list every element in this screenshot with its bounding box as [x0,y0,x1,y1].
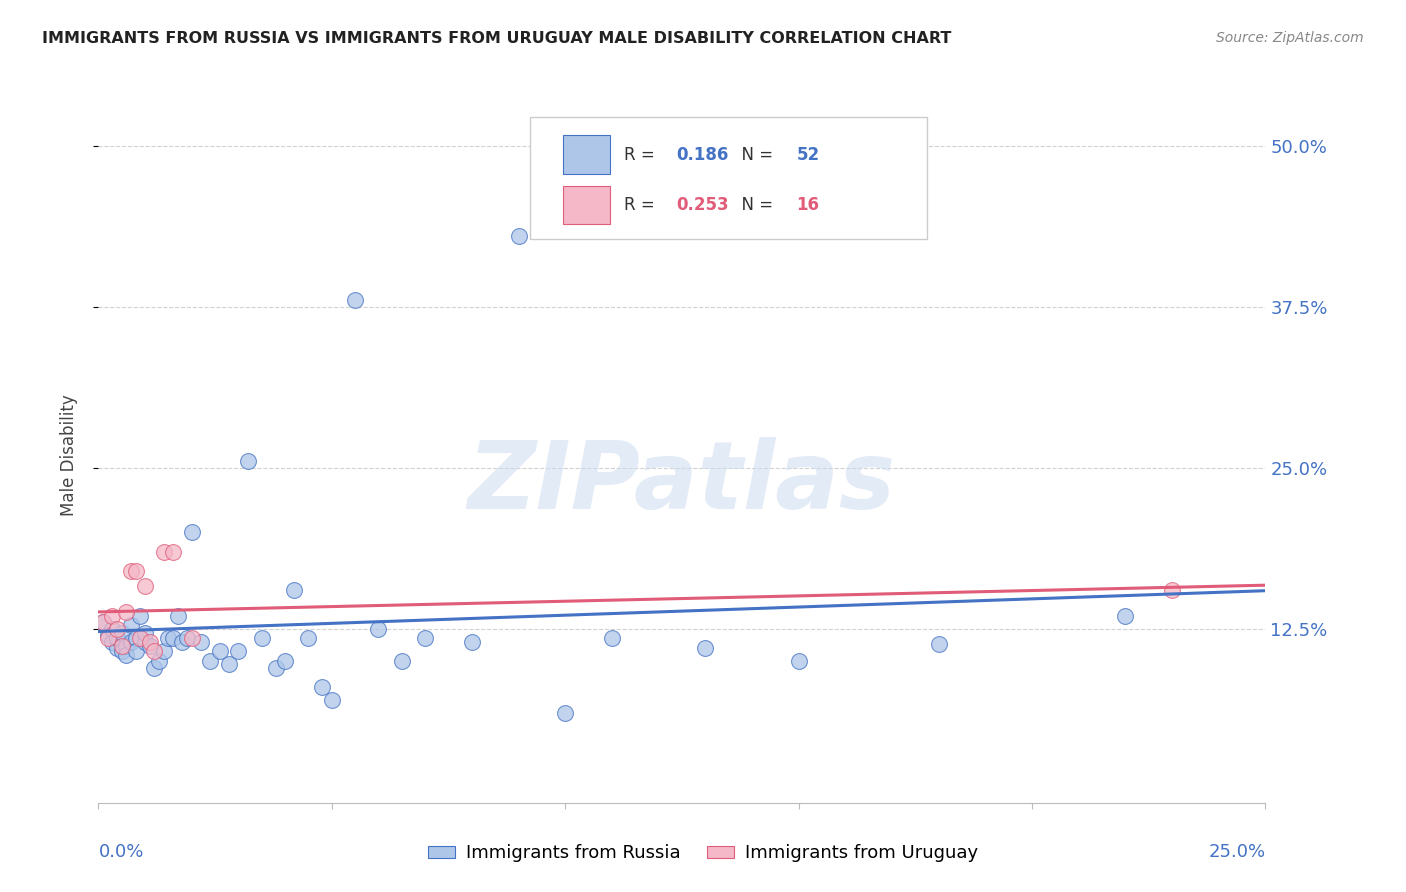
Text: 0.0%: 0.0% [98,843,143,861]
Point [321,692,343,706]
Point [1161,583,1184,598]
Point [91,615,114,630]
Point [111,644,134,658]
Point [218,657,240,671]
Point [508,228,530,243]
Point [105,641,128,656]
Point [283,583,305,598]
Point [413,631,436,645]
Point [120,618,142,632]
Point [129,609,152,624]
Point [101,634,124,648]
Point [152,644,174,658]
Point [200,654,222,668]
Point [162,544,184,558]
Text: 52: 52 [796,145,820,163]
Point [236,454,259,468]
Point [461,634,484,648]
Legend: Immigrants from Russia, Immigrants from Uruguay: Immigrants from Russia, Immigrants from … [420,838,986,870]
Point [134,625,156,640]
Point [311,680,333,694]
Point [101,622,124,636]
Text: 25.0%: 25.0% [1208,843,1265,861]
Point [166,609,188,624]
Point [928,637,950,651]
Text: N =: N = [731,196,779,214]
Point [143,660,166,674]
Text: IMMIGRANTS FROM RUSSIA VS IMMIGRANTS FROM URUGUAY MALE DISABILITY CORRELATION CH: IMMIGRANTS FROM RUSSIA VS IMMIGRANTS FRO… [42,31,952,46]
Text: 16: 16 [796,196,820,214]
Point [125,631,148,645]
Point [148,654,170,668]
Text: N =: N = [731,145,779,163]
Text: R =: R = [624,145,659,163]
Y-axis label: Male Disability: Male Disability [59,394,77,516]
Point [367,622,389,636]
Point [250,631,273,645]
Point [129,631,152,645]
Point [208,644,231,658]
Point [180,631,202,645]
Point [157,631,180,645]
Point [115,639,138,653]
Point [105,631,128,645]
Point [91,615,114,630]
Text: 0.186: 0.186 [676,145,728,163]
Point [172,634,194,648]
Point [695,641,717,656]
Point [787,654,810,668]
Point [180,525,202,540]
Point [554,706,576,720]
Point [139,634,162,648]
Point [111,639,134,653]
Text: 0.253: 0.253 [676,196,728,214]
Point [105,622,128,636]
Point [600,631,623,645]
Point [115,605,138,619]
Point [139,639,162,653]
Point [264,660,287,674]
Text: ZIPatlas: ZIPatlas [468,437,896,529]
Point [274,654,297,668]
FancyBboxPatch shape [530,118,927,239]
Point [120,634,142,648]
Point [125,564,148,578]
Point [152,544,174,558]
Point [111,625,134,640]
Point [297,631,319,645]
Point [228,644,250,658]
Point [143,644,166,658]
Point [176,631,198,645]
Point [97,628,120,642]
Point [190,634,212,648]
Point [162,631,184,645]
Point [125,644,148,658]
Point [134,634,156,648]
Point [101,609,124,624]
FancyBboxPatch shape [562,136,610,174]
Point [134,579,156,593]
Point [120,564,142,578]
Text: R =: R = [624,196,659,214]
Point [115,648,138,662]
FancyBboxPatch shape [562,186,610,225]
Point [97,631,120,645]
Point [391,654,413,668]
Point [344,293,367,308]
Text: Source: ZipAtlas.com: Source: ZipAtlas.com [1216,31,1364,45]
Point [1114,609,1136,624]
